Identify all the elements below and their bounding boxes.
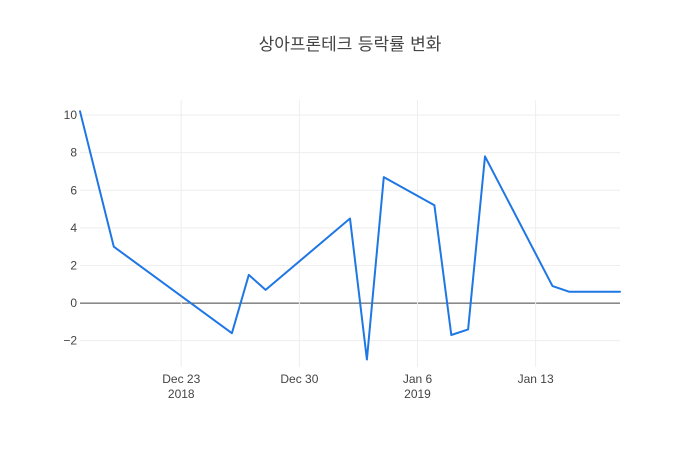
grid-layer xyxy=(80,100,620,367)
x-tick-year-label: 2019 xyxy=(404,387,431,401)
x-tick-label: Dec 23 xyxy=(162,372,200,386)
y-tick-label: 0 xyxy=(70,296,77,310)
y-tick-label: 2 xyxy=(70,258,77,272)
y-tick-label: 6 xyxy=(70,183,77,197)
x-tick-label: Dec 30 xyxy=(280,372,318,386)
x-tick-label: Jan 13 xyxy=(518,372,554,386)
x-tick-year-label: 2018 xyxy=(168,387,195,401)
y-tick-label: 8 xyxy=(70,146,77,160)
y-tick-label: 10 xyxy=(64,108,78,122)
chart-title: 상아프론테크 등락률 변화 xyxy=(259,35,442,55)
y-tick-label: −2 xyxy=(63,334,77,348)
series-layer xyxy=(79,110,621,361)
y-tick-label: 4 xyxy=(70,221,77,235)
x-tick-label: Jan 6 xyxy=(403,372,433,386)
series-line xyxy=(79,110,621,361)
